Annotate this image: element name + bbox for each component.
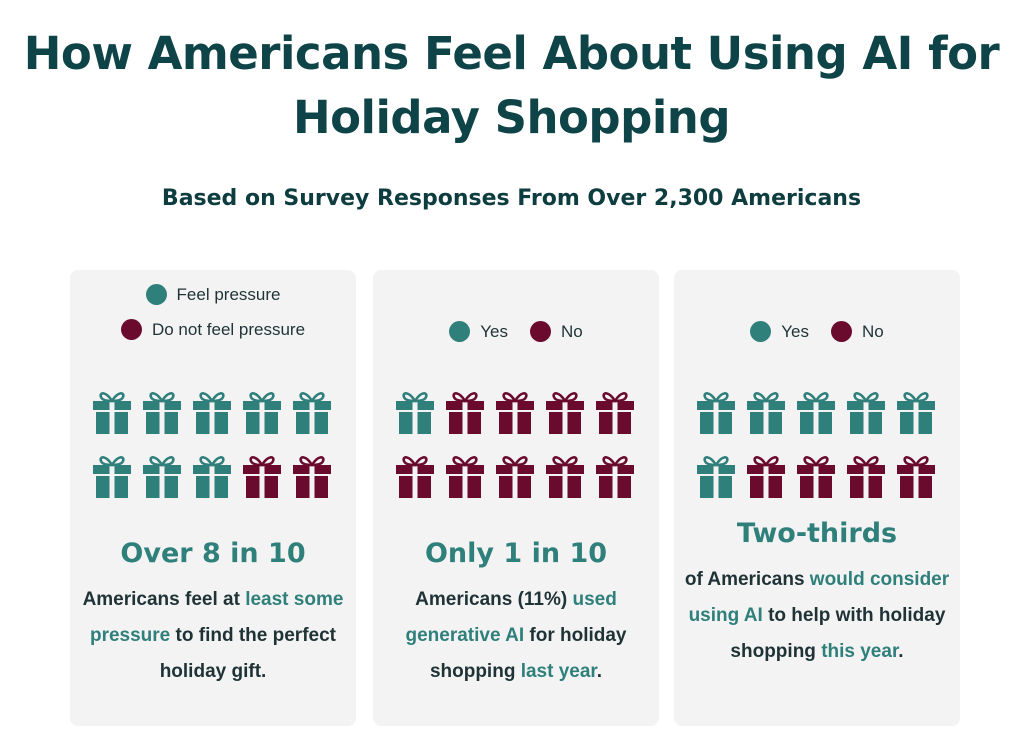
gift-icon-maroon xyxy=(847,456,885,498)
gift-icon-teal xyxy=(396,392,434,434)
gift-icon-maroon xyxy=(496,392,534,434)
gift-pictogram xyxy=(396,392,634,498)
legend-item-yes: Yes xyxy=(750,321,809,342)
highlight-text: would consider using AI xyxy=(688,569,950,626)
consider-ai-card: Yes No Two-thirds of Americans would con… xyxy=(674,270,960,726)
legend-label: Do not feel pressure xyxy=(151,319,306,339)
pressure-legend: Feel pressure Do not feel pressure xyxy=(70,284,356,340)
stat-headline: Only 1 in 10 xyxy=(424,538,608,569)
gift-icon-maroon xyxy=(546,392,584,434)
gift-icon-teal xyxy=(93,392,131,434)
stat-headline: Two-thirds xyxy=(736,518,898,549)
gift-icon-teal xyxy=(797,392,835,434)
legend-dot-maroon xyxy=(120,319,142,340)
legend-item-no-pressure: Do not feel pressure xyxy=(120,319,306,340)
gift-icon-teal xyxy=(747,392,785,434)
description-text: to help with holiday shopping xyxy=(730,605,946,662)
gift-icon-teal xyxy=(847,392,885,434)
gift-icon-teal xyxy=(193,392,231,434)
legend-item-feel-pressure: Feel pressure xyxy=(145,284,281,305)
legend-label: Yes xyxy=(480,321,508,341)
stat-description: of Americans would consider using AI to … xyxy=(682,562,952,670)
gift-grid xyxy=(694,388,944,500)
gift-pictogram xyxy=(93,392,331,498)
gift-icon-teal xyxy=(697,392,735,434)
highlight-text: used generative AI xyxy=(405,589,617,646)
gift-icon-teal xyxy=(143,456,181,498)
gift-pictogram xyxy=(697,392,935,498)
gift-icon-maroon xyxy=(446,456,484,498)
stat-headline: Over 8 in 10 xyxy=(120,538,306,569)
legend-label: Yes xyxy=(781,321,809,341)
description-text: to find the perfect holiday gift. xyxy=(159,625,336,682)
gift-icon-teal xyxy=(243,392,281,434)
gift-icon-maroon xyxy=(797,456,835,498)
gift-icon-maroon xyxy=(293,456,331,498)
description-text: . xyxy=(898,641,904,662)
gift-icon-teal xyxy=(193,456,231,498)
gift-icon-maroon xyxy=(496,456,534,498)
description-text: of Americans xyxy=(684,569,810,590)
gift-icon-maroon xyxy=(747,456,785,498)
gift-icon-maroon xyxy=(596,456,634,498)
used-ai-legend: Yes No xyxy=(373,321,659,342)
consider-ai-legend: Yes No xyxy=(674,321,960,342)
legend-item-no: No xyxy=(530,321,583,342)
gift-icon-maroon xyxy=(897,456,935,498)
used-ai-card: Yes No Only 1 in 10 Americans (11%) used… xyxy=(373,270,659,726)
legend-dot-teal xyxy=(750,321,772,342)
legend-dot-teal xyxy=(449,321,471,342)
description-text: Americans (11%) xyxy=(415,589,573,610)
gift-icon-teal xyxy=(143,392,181,434)
description-text: Americans feel at xyxy=(82,589,246,610)
gift-icon-teal xyxy=(897,392,935,434)
legend-dot-maroon xyxy=(530,321,551,342)
highlight-text: last year xyxy=(520,661,597,682)
highlight-text: least some pressure xyxy=(89,589,344,646)
legend-item-no: No xyxy=(831,321,884,342)
stat-description: Americans feel at least some pressure to… xyxy=(78,582,348,690)
legend-item-yes: Yes xyxy=(449,321,508,342)
gift-icon-teal xyxy=(293,392,331,434)
page-title: How Americans Feel About Using AI for Ho… xyxy=(23,27,1000,144)
highlight-text: this year xyxy=(821,641,899,662)
gift-grid xyxy=(90,388,340,500)
legend-label: No xyxy=(862,321,884,341)
gift-icon-teal xyxy=(697,456,735,498)
gift-icon-maroon xyxy=(596,392,634,434)
legend-label: Feel pressure xyxy=(176,284,281,304)
page-subtitle: Based on Survey Responses From Over 2,30… xyxy=(161,186,862,211)
gift-icon-maroon xyxy=(243,456,281,498)
stat-description: Americans (11%) used generative AI for h… xyxy=(381,582,651,690)
gift-icon-maroon xyxy=(396,456,434,498)
gift-icon-maroon xyxy=(546,456,584,498)
legend-label: No xyxy=(561,321,583,341)
gift-icon-teal xyxy=(93,456,131,498)
description-text: for holiday shopping xyxy=(429,625,627,682)
gift-icon-maroon xyxy=(446,392,484,434)
legend-dot-maroon xyxy=(831,321,852,342)
legend-dot-teal xyxy=(145,284,167,305)
gift-grid xyxy=(393,388,643,500)
pressure-card: Feel pressure Do not feel pressure Over … xyxy=(70,270,356,726)
description-text: . xyxy=(596,661,603,682)
